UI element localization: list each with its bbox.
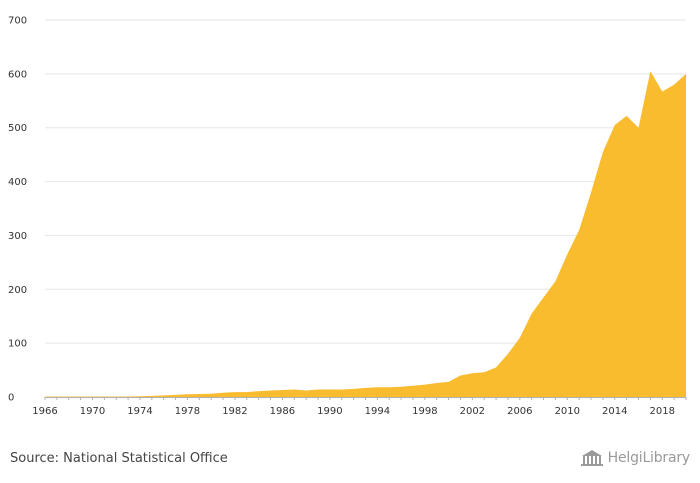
x-tick-label: 1990 [317,406,342,417]
x-tick-label: 2006 [507,406,532,417]
x-tick-label: 1970 [80,406,105,417]
area-fill [45,71,686,397]
x-tick-label: 1982 [222,406,247,417]
y-axis: 0 100 200 300 400 500 600 700 [8,16,27,404]
x-tick-label: 1998 [412,406,437,417]
library-building-icon [580,450,603,466]
x-tick-label: 2002 [460,406,485,417]
x-tick-label: 1966 [32,406,57,417]
y-tick-label: 700 [8,16,27,27]
y-tick-label: 600 [8,69,27,80]
area-series [45,71,686,397]
x-tick-label: 2014 [602,406,627,417]
y-tick-label: 400 [8,177,27,188]
x-tick-label: 1986 [270,406,295,417]
brand-logo: HelgiLibrary [580,449,690,467]
x-tick-label: 1974 [127,406,152,417]
x-tick-label: 1994 [365,406,390,417]
x-axis: 1966 1970 1974 1978 1982 1986 1990 1994 1998 2002… [32,397,687,417]
grid-lines [45,19,686,344]
y-tick-label: 100 [8,339,27,350]
y-tick-label: 200 [8,285,27,296]
brand-name: HelgiLibrary [607,450,691,466]
y-tick-label: 300 [8,231,27,242]
x-tick-label: 2010 [555,406,580,417]
x-tick-label: 2018 [650,406,675,417]
x-tick-label: 1978 [175,406,200,417]
y-tick-label: 500 [8,123,27,134]
area-chart: 1966 1970 1974 1978 1982 1986 1990 1994 1998 2002… [8,16,687,417]
source-note: Source: National Statistical Office [10,451,228,466]
y-tick-label: 0 [8,393,14,404]
